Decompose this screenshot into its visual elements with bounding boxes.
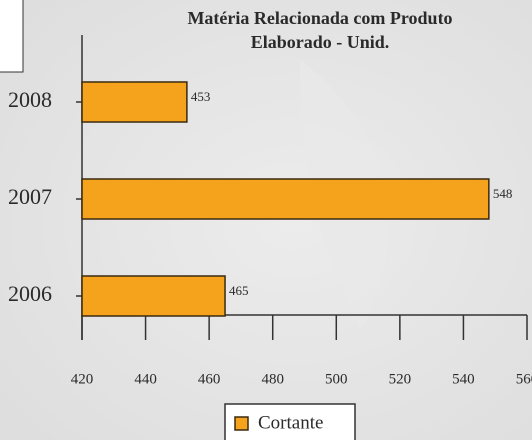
value-label: 548	[493, 186, 513, 201]
x-tick-label: 540	[452, 371, 475, 387]
x-tick-label: 520	[389, 371, 412, 387]
frame-box	[0, 0, 24, 73]
x-tick-label: 500	[325, 371, 348, 387]
chart-title: Elaborado - Unid.	[251, 32, 390, 52]
value-label: 453	[191, 89, 211, 104]
chart-title: Matéria Relacionada com Produto	[187, 8, 452, 28]
value-label: 465	[229, 283, 249, 298]
x-tick-label: 480	[261, 371, 284, 387]
x-tick-label: 560	[516, 371, 532, 387]
bar	[81, 81, 188, 123]
x-tick-label: 420	[71, 371, 94, 387]
y-tick-label: 2007	[8, 184, 52, 209]
y-tick-label: 2006	[8, 281, 52, 306]
bar	[81, 275, 226, 317]
y-tick-label: 2008	[8, 87, 52, 112]
x-tick-label: 460	[198, 371, 221, 387]
legend-swatch	[234, 416, 249, 431]
legend-label: Cortante	[258, 412, 323, 433]
bar	[81, 178, 490, 220]
x-tick-label: 440	[134, 371, 157, 387]
